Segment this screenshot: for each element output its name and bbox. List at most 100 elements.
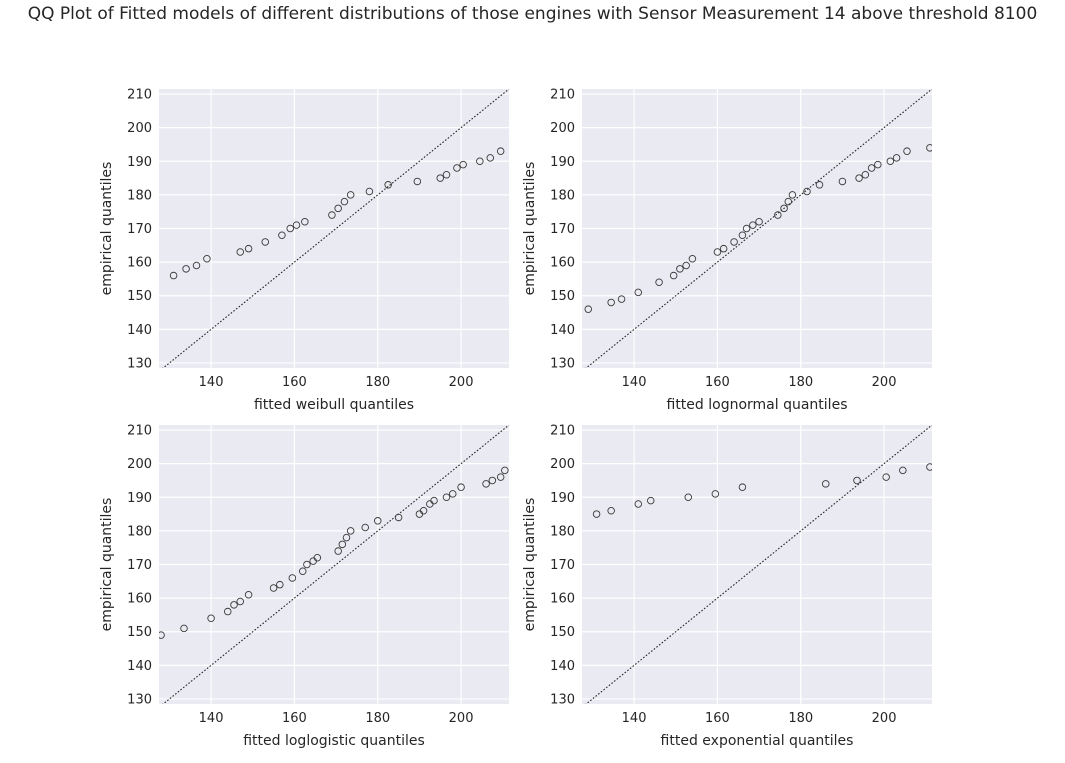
y-tick-label: 130 (127, 356, 152, 371)
y-tick-label: 150 (550, 289, 575, 304)
y-tick-label: 160 (550, 592, 575, 607)
data-point (244, 591, 253, 599)
data-point (278, 231, 286, 239)
data-point (926, 463, 932, 471)
x-tick-label: 140 (622, 375, 647, 390)
data-point (338, 540, 347, 549)
data-point (292, 221, 301, 229)
data-point (874, 160, 882, 169)
data-point (634, 288, 643, 297)
data-point (340, 197, 349, 206)
y-tick-label: 130 (550, 356, 575, 371)
y-tick-label: 150 (550, 625, 575, 640)
subplot-1: 140 160 180 200 130 140 150 160 170 180 190 200 210 f… (99, 88, 509, 413)
data-point (488, 476, 497, 485)
data-point (749, 221, 757, 229)
y-tick-label: 160 (127, 256, 152, 271)
x-tick-label: 200 (872, 375, 897, 390)
data-point (261, 238, 270, 246)
y-tick-label: 200 (550, 457, 575, 472)
y-tick-label: 190 (550, 491, 575, 506)
y-tick-label: 170 (550, 222, 575, 237)
data-point (459, 160, 467, 169)
subplot-2: 140 160 180 200 130 140 150 160 170 180 190 200 210 f… (522, 88, 932, 413)
data-point (394, 513, 403, 522)
data-point (384, 181, 392, 189)
y-tick-label: 150 (127, 625, 152, 640)
data-point (634, 500, 643, 508)
data-point (711, 490, 720, 498)
figure-title: QQ Plot of Fitted models of different di… (27, 4, 1038, 24)
x-tick-label: 160 (705, 375, 730, 390)
y-tick-label: 210 (127, 424, 152, 439)
x-tick-label: 180 (365, 375, 390, 390)
data-point (647, 496, 655, 505)
data-point (223, 607, 232, 616)
data-point (853, 476, 861, 485)
data-point (430, 496, 438, 505)
y-tick-label: 200 (127, 121, 152, 136)
data-point (803, 187, 811, 196)
data-point (313, 554, 322, 562)
x-tick-label: 140 (199, 711, 224, 726)
data-point (365, 187, 374, 196)
data-point (815, 181, 824, 189)
y-axis-label: empirical quantiles (522, 498, 538, 632)
y-tick-label: 140 (550, 659, 575, 674)
y-tick-label: 190 (127, 155, 152, 170)
data-point (303, 560, 311, 569)
x-tick-label: 180 (788, 711, 813, 726)
data-point (169, 271, 178, 280)
data-point (346, 527, 355, 535)
data-point (719, 244, 728, 253)
y-tick-label: 210 (550, 88, 575, 103)
data-point (788, 191, 797, 199)
data-point (713, 248, 722, 256)
x-tick-label: 180 (788, 375, 813, 390)
data-point (655, 278, 663, 287)
y-tick-label: 140 (550, 323, 575, 338)
data-point (684, 493, 693, 502)
data-point (861, 170, 870, 179)
data-point (855, 174, 863, 182)
x-axis-label: fitted lognormal quantiles (667, 397, 848, 413)
data-point (742, 224, 751, 233)
y-tick-label: 170 (550, 558, 575, 573)
x-tick-label: 180 (365, 711, 390, 726)
x-tick-label: 160 (705, 711, 730, 726)
data-point (180, 624, 188, 633)
data-point (886, 157, 895, 166)
data-point (419, 506, 428, 515)
x-axis-label: fitted exponential quantiles (661, 733, 854, 749)
data-point (617, 295, 626, 303)
y-tick-label: 150 (127, 289, 152, 304)
data-point (286, 224, 295, 233)
y-axis-label: empirical quantiles (522, 162, 538, 296)
data-point (780, 204, 788, 213)
reference-line (585, 89, 932, 368)
data-point (457, 483, 465, 491)
y-tick-label: 210 (127, 88, 152, 103)
subplot-3: 140 160 180 200 130 140 150 160 170 180 190 200 210 f… (99, 424, 509, 749)
data-point (892, 154, 901, 162)
y-tick-label: 140 (127, 323, 152, 338)
y-tick-label: 160 (550, 256, 575, 271)
y-tick-label: 130 (127, 692, 152, 707)
data-point (299, 567, 307, 575)
data-point (236, 248, 244, 256)
data-point (501, 466, 509, 475)
data-point (496, 147, 505, 155)
x-tick-label: 160 (282, 375, 307, 390)
data-point (867, 164, 876, 172)
data-point (334, 547, 342, 555)
y-tick-label: 170 (127, 558, 152, 573)
y-tick-label: 180 (127, 188, 152, 203)
data-point (482, 480, 490, 488)
data-point (838, 177, 847, 186)
data-point (882, 473, 890, 481)
subplot-4: 140 160 180 200 130 140 150 160 170 180 190 200 210 f… (522, 424, 932, 749)
data-point (182, 265, 190, 273)
y-tick-label: 210 (550, 424, 575, 439)
data-point (738, 231, 747, 239)
